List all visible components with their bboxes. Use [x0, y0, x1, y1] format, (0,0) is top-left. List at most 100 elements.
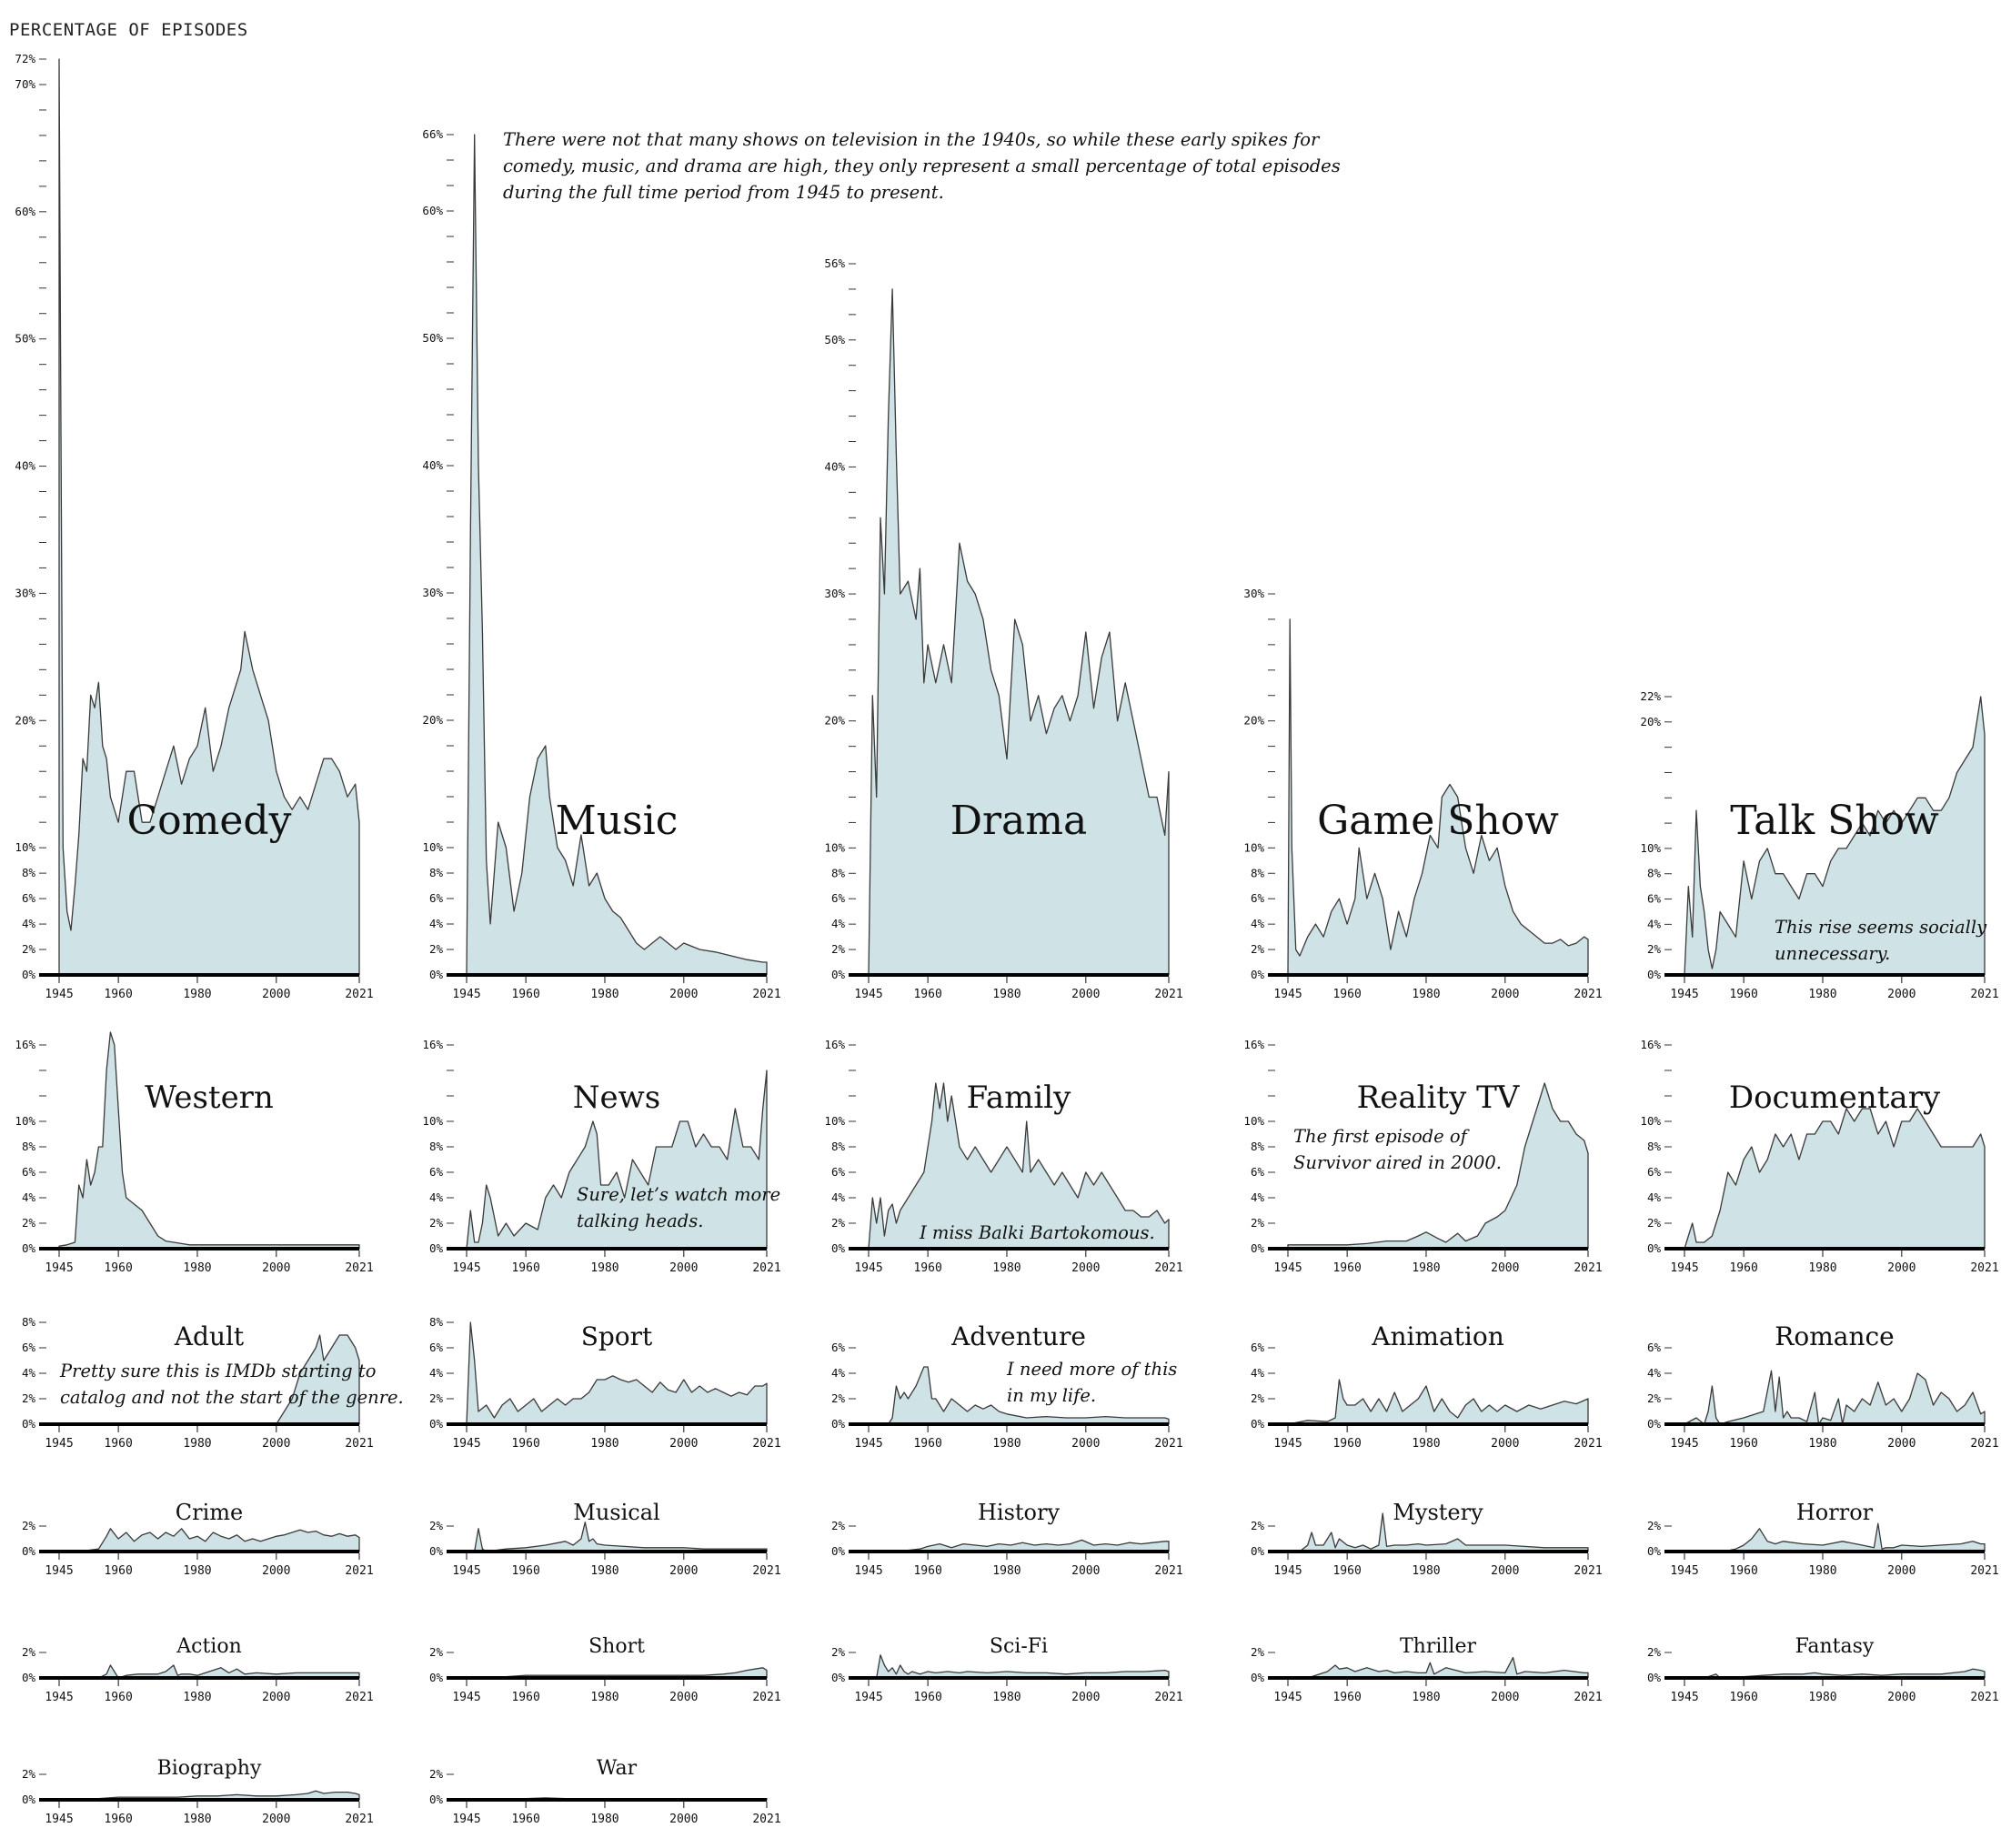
area-talk-show	[1684, 696, 1986, 976]
x-tick-label: 1980	[1808, 1564, 1836, 1578]
y-tick-label: 30%	[422, 586, 443, 599]
y-tick-label: 72%	[15, 52, 35, 65]
panel-talk-show: 0% 2% 4% 6% 8% 10% 20% 22% 1945 1960 1980 2000 2021 T…	[1640, 689, 1998, 1001]
y-tick-label: 8%	[1251, 866, 1265, 879]
annotation-line: The first episode of	[1293, 1126, 1471, 1147]
y-tick-label: 0%	[22, 1417, 36, 1431]
area-sci-fi	[868, 1654, 1170, 1679]
y-tick-label: 0%	[1647, 1671, 1662, 1684]
y-tick-label: 2%	[1251, 1216, 1265, 1230]
y-tick-label: 0%	[429, 1793, 444, 1806]
panel-animation: 0% 2% 4% 6% 1945 1960 1980 2000 2021 Animation	[1251, 1321, 1603, 1451]
y-tick-label: 0%	[1647, 1417, 1662, 1431]
y-tick-label: 0%	[1251, 1544, 1265, 1558]
annotation-4: I miss Balki Bartokomous.	[919, 1222, 1155, 1243]
y-tick-label: 8%	[429, 1140, 444, 1153]
y-tick-label: 16%	[824, 1038, 845, 1051]
area-mystery	[1287, 1512, 1589, 1552]
annotation-line: I miss Balki Bartokomous.	[919, 1222, 1155, 1243]
x-tick-label: 2021	[752, 988, 780, 1001]
x-tick-label: 1945	[45, 1437, 73, 1451]
x-tick-label: 2021	[1970, 1691, 1998, 1704]
x-tick-label: 1960	[511, 1813, 539, 1826]
x-tick-label: 1960	[511, 1261, 539, 1275]
annotation-1: There were not that many shows on televi…	[503, 129, 1341, 203]
genre-title-sport: Sport	[581, 1321, 653, 1351]
genre-title-horror: Horror	[1796, 1500, 1874, 1525]
x-tick-label: 1960	[511, 988, 539, 1001]
y-tick-label: 10%	[422, 1114, 443, 1128]
y-tick-label: 6%	[831, 891, 846, 905]
x-tick-label: 2000	[669, 1691, 698, 1704]
x-tick-label: 1960	[104, 1691, 132, 1704]
genre-title-adult: Adult	[174, 1321, 245, 1351]
genre-title-comedy: Comedy	[127, 798, 292, 844]
y-tick-label: 56%	[824, 256, 845, 270]
y-tick-label: 0%	[1647, 1241, 1662, 1255]
x-tick-label: 1960	[511, 1564, 539, 1578]
y-tick-label: 2%	[22, 1519, 36, 1532]
x-tick-label: 1945	[854, 1564, 882, 1578]
x-tick-label: 2000	[669, 1564, 698, 1578]
y-tick-label: 30%	[15, 586, 35, 599]
panel-action: 0% 2% 1945 1960 1980 2000 2021 Action	[22, 1635, 374, 1704]
area-romance	[1684, 1370, 1986, 1425]
panel-biography: 0% 2% 1945 1960 1980 2000 2021 Biography	[22, 1757, 374, 1826]
x-tick-label: 2021	[1574, 1691, 1602, 1704]
x-tick-label: 1980	[590, 988, 618, 1001]
panel-adult: 0% 2% 4% 6% 8% 1945 1960 1980 2000 2021 Adult	[22, 1315, 374, 1451]
x-tick-label: 1945	[1670, 1564, 1698, 1578]
panel-fantasy: 0% 2% 1945 1960 1980 2000 2021 Fantasy	[1647, 1635, 1999, 1704]
y-tick-label: 0%	[22, 1793, 36, 1806]
x-tick-label: 1945	[1273, 988, 1302, 1001]
x-tick-label: 1960	[511, 1437, 539, 1451]
x-tick-label: 2000	[1491, 1261, 1519, 1275]
x-tick-label: 2021	[345, 988, 373, 1001]
x-tick-label: 2000	[1071, 1564, 1100, 1578]
x-tick-label: 2021	[345, 1691, 373, 1704]
y-tick-label: 70%	[15, 77, 35, 91]
y-tick-label: 6%	[1647, 1341, 1662, 1354]
genre-title-reality-tv: Reality TV	[1357, 1080, 1521, 1116]
x-tick-label: 1960	[511, 1691, 539, 1704]
y-tick-label: 0%	[429, 1417, 444, 1431]
y-tick-label: 0%	[22, 1241, 36, 1255]
y-tick-label: 4%	[22, 917, 36, 930]
x-tick-label: 1945	[1273, 1261, 1302, 1275]
annotation-line: unnecessary.	[1775, 943, 1890, 964]
y-tick-label: 6%	[429, 1341, 444, 1354]
x-tick-label: 1980	[992, 1437, 1021, 1451]
x-tick-label: 2021	[1574, 988, 1602, 1001]
x-tick-label: 1960	[1729, 1691, 1757, 1704]
x-tick-label: 2021	[345, 1261, 373, 1275]
genre-title-musical: Musical	[573, 1500, 659, 1525]
genre-title-music: Music	[556, 798, 679, 844]
genre-title-short: Short	[588, 1635, 645, 1658]
y-tick-label: 40%	[15, 459, 35, 473]
y-tick-label: 2%	[1647, 1216, 1662, 1230]
y-tick-label: 2%	[831, 1391, 846, 1405]
x-tick-label: 2000	[1071, 1437, 1100, 1451]
area-comedy	[58, 58, 360, 976]
y-tick-label: 6%	[22, 1341, 36, 1354]
genre-title-sci-fi: Sci-Fi	[990, 1635, 1048, 1658]
panel-mystery: 0% 2% 1945 1960 1980 2000 2021 Mystery	[1251, 1500, 1603, 1578]
x-tick-label: 1945	[45, 988, 73, 1001]
x-tick-label: 2021	[1970, 1564, 1998, 1578]
y-tick-label: 2%	[429, 942, 444, 956]
y-tick-label: 2%	[1251, 942, 1265, 956]
y-tick-label: 6%	[831, 1341, 846, 1354]
y-tick-label: 30%	[1243, 587, 1264, 600]
x-tick-label: 2000	[1071, 1261, 1100, 1275]
y-tick-label: 2%	[1647, 942, 1662, 956]
y-tick-label: 6%	[1251, 1165, 1265, 1179]
panel-game-show: 0% 2% 4% 6% 8% 10% 20% 30% 1945 1960 1980 2000 2021 G…	[1243, 587, 1602, 1001]
y-tick-label: 2%	[22, 1391, 36, 1405]
x-tick-label: 2000	[1071, 988, 1100, 1001]
y-tick-label: 6%	[831, 1165, 846, 1179]
y-tick-label: 60%	[422, 204, 443, 217]
panel-family: 0% 2% 4% 6% 8% 10% 16% 1945 1960 1980 2000 2021 Fami…	[824, 1038, 1182, 1275]
x-tick-label: 2000	[669, 988, 698, 1001]
x-tick-label: 1980	[590, 1564, 618, 1578]
